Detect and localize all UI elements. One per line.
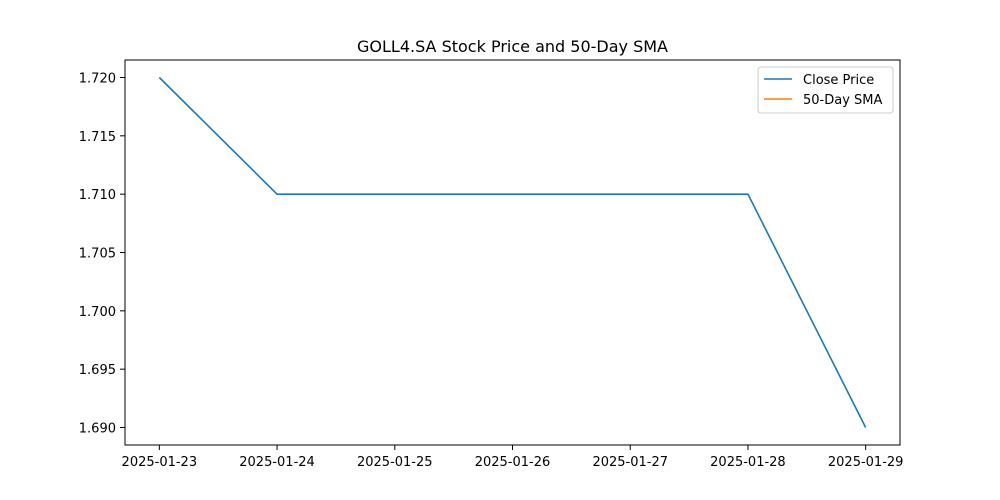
x-tick-label: 2025-01-24 (239, 455, 315, 470)
axes-frame (124, 59, 901, 446)
x-tick-label: 2025-01-25 (357, 455, 433, 470)
y-tick-label: 1.700 (79, 305, 116, 320)
y-tick-label: 1.715 (79, 130, 116, 145)
y-tick-label: 1.705 (79, 247, 116, 262)
y-tick-label: 1.690 (79, 422, 116, 437)
chart-title: GOLL4.SA Stock Price and 50-Day SMA (357, 37, 668, 56)
x-tick-label: 2025-01-29 (828, 455, 904, 470)
x-tick-label: 2025-01-28 (710, 455, 786, 470)
x-tick-label: 2025-01-23 (122, 455, 198, 470)
series-line-0 (158, 76, 867, 428)
y-tick-label: 1.720 (79, 72, 116, 87)
x-tick-label: 2025-01-27 (592, 455, 668, 470)
y-tick-label: 1.695 (79, 363, 116, 378)
y-tick-label: 1.710 (79, 188, 116, 203)
y-axis: 1.690 1.695 1.700 1.705 1.710 1.715 1.720 (79, 72, 125, 437)
legend-label-1: 50-Day SMA (803, 93, 883, 108)
series-layer (158, 76, 867, 428)
legend-label-0: Close Price (803, 73, 874, 88)
x-tick-label: 2025-01-26 (475, 455, 551, 470)
legend: Close Price 50-Day SMA (757, 66, 894, 114)
x-axis: 2025-01-23 2025-01-24 2025-01-25 2025-01-26… (122, 445, 904, 470)
